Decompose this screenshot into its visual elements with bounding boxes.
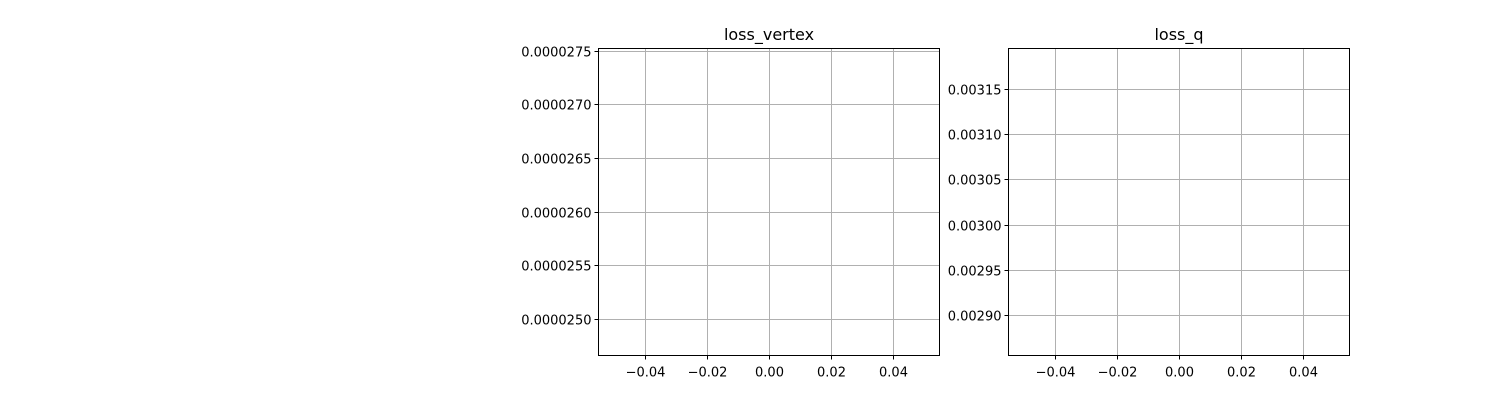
- y-tick-label: 0.00310: [948, 129, 1002, 144]
- y-tick-label: 0.0000250: [521, 314, 591, 329]
- x-tick-label: 0.04: [1289, 366, 1318, 381]
- y-tick-label: 0.0000265: [521, 153, 591, 168]
- y-tick-label: 0.00300: [948, 220, 1002, 235]
- y-tick-label: 0.00290: [948, 310, 1002, 325]
- x-tick-label: 0.00: [755, 366, 784, 381]
- x-gridlines-loss-vertex: [645, 48, 894, 356]
- chart-loss-q: loss_q −0.04 −0.02 0.00 0.02 0.04 0.002900.0…: [948, 25, 1350, 381]
- y-tick-label: 0.0000270: [521, 99, 591, 114]
- y-tick-label: 0.00315: [948, 84, 1002, 99]
- x-tick-label: 0.02: [1227, 366, 1256, 381]
- y-tick-label: 0.00305: [948, 174, 1002, 189]
- x-tick-label: 0.02: [817, 366, 846, 381]
- chart-title-loss-q: loss_q: [1154, 25, 1203, 45]
- x-axis-loss-vertex: −0.04 −0.02 0.00 0.02 0.04: [626, 355, 908, 381]
- x-gridlines-loss-q: [1055, 48, 1304, 356]
- x-tick-label: 0.00: [1165, 366, 1194, 381]
- plot-frame-loss-vertex: [598, 48, 940, 356]
- y-gridlines-loss-vertex: [598, 51, 940, 320]
- y-tick-label: 0.0000255: [521, 260, 591, 275]
- y-axis-loss-vertex: 0.0000250 0.0000255 0.0000260 0.0000265 0.00…: [521, 46, 599, 329]
- y-axis-loss-q: 0.00290 0.00295 0.00300 0.00305 0.00310 0.003…: [948, 84, 1009, 325]
- plot-frame-loss-q: [1008, 48, 1350, 356]
- y-gridlines-loss-q: [1008, 89, 1350, 316]
- x-tick-label: 0.04: [879, 366, 908, 381]
- y-tick-label: 0.0000275: [521, 46, 591, 61]
- y-tick-label: 0.0000260: [521, 207, 591, 222]
- x-tick-label: −0.02: [1098, 366, 1138, 381]
- x-tick-label: −0.02: [688, 366, 728, 381]
- x-axis-loss-q: −0.04 −0.02 0.00 0.02 0.04: [1036, 355, 1318, 381]
- chart-loss-vertex: loss_vertex −0.04 −0.02 0.00 0.02 0.04 0.000…: [521, 25, 940, 381]
- x-tick-label: −0.04: [1036, 366, 1076, 381]
- chart-title-loss-vertex: loss_vertex: [724, 25, 814, 45]
- x-tick-label: −0.04: [626, 366, 666, 381]
- y-tick-label: 0.00295: [948, 265, 1002, 280]
